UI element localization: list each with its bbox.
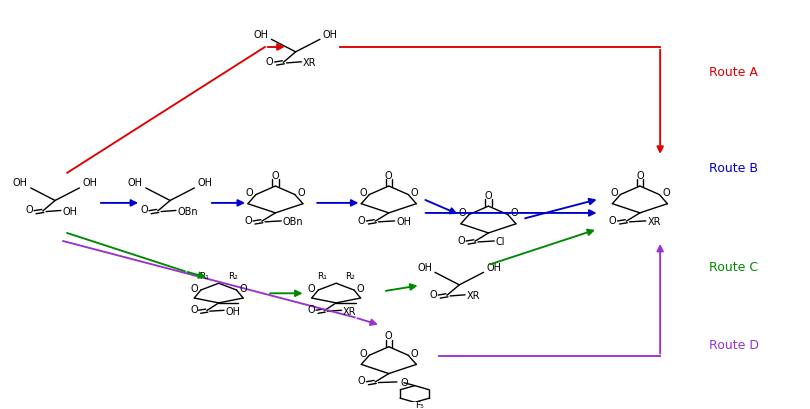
Text: O: O bbox=[411, 349, 419, 359]
Text: R₁: R₁ bbox=[199, 272, 209, 281]
Text: Route D: Route D bbox=[709, 339, 759, 352]
Text: O: O bbox=[358, 376, 365, 386]
Text: Cl: Cl bbox=[496, 237, 505, 247]
Text: O: O bbox=[190, 284, 198, 294]
Text: O: O bbox=[308, 284, 316, 294]
Text: O: O bbox=[358, 216, 365, 226]
Text: OH: OH bbox=[62, 207, 77, 217]
Text: O: O bbox=[610, 188, 618, 198]
Text: O: O bbox=[271, 171, 279, 180]
Text: F₅: F₅ bbox=[416, 401, 424, 409]
Text: O: O bbox=[297, 188, 305, 198]
Text: O: O bbox=[385, 171, 393, 180]
Text: O: O bbox=[609, 216, 616, 226]
Text: O: O bbox=[245, 188, 254, 198]
Text: XR: XR bbox=[343, 307, 356, 317]
Text: O: O bbox=[308, 305, 316, 315]
Text: OH: OH bbox=[487, 263, 501, 273]
Text: OH: OH bbox=[396, 217, 411, 227]
Text: OH: OH bbox=[198, 178, 212, 189]
Text: OBn: OBn bbox=[283, 217, 304, 227]
Text: O: O bbox=[458, 236, 465, 246]
Text: O: O bbox=[239, 284, 247, 294]
Text: O: O bbox=[510, 208, 518, 218]
Text: O: O bbox=[25, 205, 33, 215]
Text: Route C: Route C bbox=[709, 261, 758, 274]
Text: O: O bbox=[140, 205, 148, 215]
Text: OH: OH bbox=[417, 263, 432, 273]
Text: Route A: Route A bbox=[709, 66, 757, 79]
Text: O: O bbox=[359, 349, 367, 359]
Text: OH: OH bbox=[128, 178, 143, 189]
Text: OBn: OBn bbox=[177, 207, 198, 217]
Text: O: O bbox=[401, 378, 408, 388]
Text: O: O bbox=[484, 191, 492, 201]
Text: O: O bbox=[190, 305, 198, 315]
Text: XR: XR bbox=[647, 217, 661, 227]
Text: O: O bbox=[359, 188, 367, 198]
Text: OH: OH bbox=[13, 178, 28, 189]
Text: O: O bbox=[266, 56, 274, 67]
Text: O: O bbox=[429, 290, 437, 300]
Text: Route B: Route B bbox=[709, 162, 757, 175]
Text: O: O bbox=[385, 331, 393, 341]
Text: R₂: R₂ bbox=[228, 272, 238, 281]
Text: O: O bbox=[458, 208, 467, 218]
Text: XR: XR bbox=[303, 58, 316, 68]
Text: O: O bbox=[245, 216, 252, 226]
Text: XR: XR bbox=[467, 292, 480, 301]
Text: R₂: R₂ bbox=[346, 272, 356, 281]
Text: OH: OH bbox=[225, 307, 241, 317]
Text: OH: OH bbox=[254, 30, 268, 40]
Text: OH: OH bbox=[323, 30, 338, 40]
Text: O: O bbox=[356, 284, 364, 294]
Text: O: O bbox=[662, 188, 670, 198]
Text: O: O bbox=[411, 188, 419, 198]
Text: R₁: R₁ bbox=[317, 272, 326, 281]
Text: OH: OH bbox=[83, 178, 97, 189]
Text: O: O bbox=[636, 171, 644, 180]
